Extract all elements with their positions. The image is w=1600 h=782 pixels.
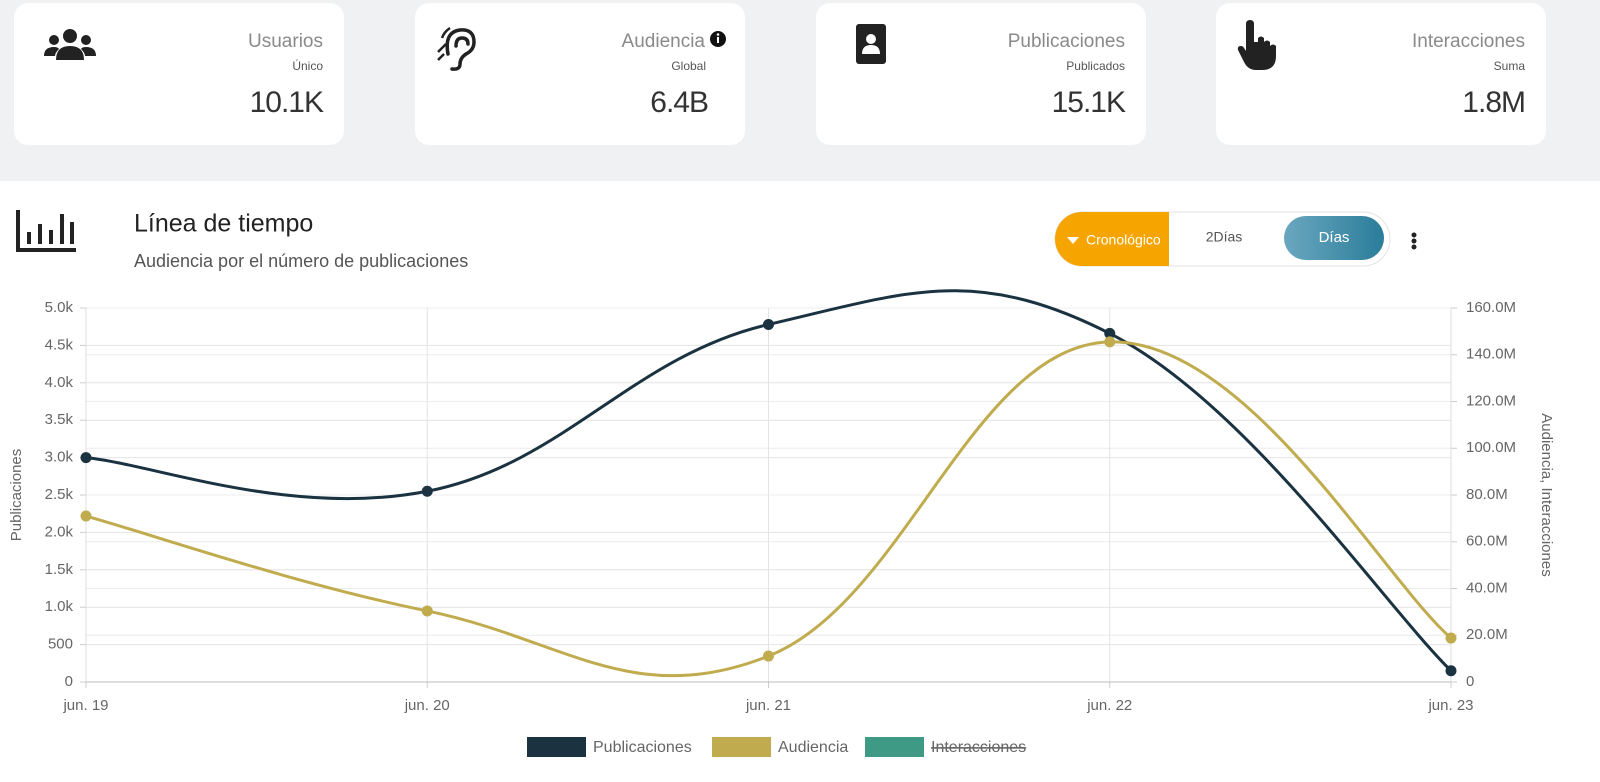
- y-tick-label: 4.5k: [45, 336, 74, 353]
- y2-tick-label: 80.0M: [1466, 486, 1508, 503]
- icon: [862, 45, 880, 54]
- card-value: 6.4B: [650, 86, 708, 119]
- legend-swatch: [712, 737, 771, 757]
- icon: [445, 28, 476, 71]
- card-value: 1.8M: [1462, 86, 1525, 119]
- data-point: [80, 452, 92, 464]
- stat-card: Audiencia Global 6.4B: [415, 3, 745, 145]
- toggle-option[interactable]: Días: [1319, 229, 1350, 246]
- icon: [49, 35, 59, 45]
- card-label: Interacciones: [1412, 31, 1525, 52]
- icon: [81, 35, 91, 45]
- y-tick-label: 3.0k: [45, 449, 74, 466]
- stat-card: Interacciones Suma 1.8M: [1216, 3, 1546, 145]
- icon: [866, 34, 876, 44]
- toggle-option[interactable]: Cronológico: [1086, 232, 1161, 248]
- y-tick-label: 1.0k: [45, 598, 74, 615]
- icon: [63, 29, 77, 43]
- card-bg: [415, 3, 745, 145]
- card-label: Usuarios: [248, 31, 323, 52]
- y2-tick-label: 100.0M: [1466, 439, 1516, 456]
- caret: [1067, 237, 1079, 244]
- card-sublabel: Único: [292, 58, 323, 73]
- chart-icon: [16, 210, 76, 252]
- y2-tick-label: 20.0M: [1466, 626, 1508, 643]
- data-point: [763, 650, 774, 662]
- y2-tick-label: 160.0M: [1466, 299, 1516, 316]
- y-tick-label: 2.0k: [45, 523, 74, 540]
- data-point: [80, 510, 92, 522]
- card-label: Publicaciones: [1008, 31, 1125, 52]
- data-point: [1104, 327, 1116, 339]
- card-value: 10.1K: [250, 86, 324, 119]
- y2-axis-title: Audiencia, Interacciones: [1538, 413, 1555, 576]
- legend-item[interactable]: Interacciones: [865, 737, 1026, 757]
- legend-swatch: [865, 737, 924, 757]
- legend-label: Audiencia: [778, 739, 848, 756]
- card-row: Usuarios Único 10.1K Audiencia Global 6.4B Pub…: [14, 3, 1546, 145]
- data-point: [1104, 336, 1116, 348]
- toggle-active[interactable]: [1055, 212, 1169, 266]
- y2-tick-label: 140.0M: [1466, 346, 1516, 363]
- chart: 0 500 1.0k 1.5k 2.0k 2.5k 3.0k 3.5k 4.0k 4.5k 5.0k…: [8, 289, 1555, 757]
- info-icon: [717, 37, 719, 43]
- y-tick-label: 500: [48, 636, 73, 653]
- x-tick-label: jun. 19: [62, 697, 108, 714]
- card-bg: [816, 3, 1146, 145]
- icon: [437, 26, 451, 61]
- y-tick-label: 1.5k: [45, 561, 74, 578]
- data-point: [1445, 632, 1457, 644]
- x-tick-label: jun. 20: [404, 697, 450, 714]
- chart-title: Línea de tiempo: [134, 210, 313, 238]
- card-bg: [14, 3, 344, 145]
- legend-item[interactable]: Audiencia: [712, 737, 848, 757]
- y2-tick-label: 40.0M: [1466, 579, 1508, 596]
- data-point: [763, 318, 774, 330]
- info-icon: [716, 33, 720, 36]
- y-tick-label: 2.5k: [45, 486, 74, 503]
- legend-label: Interacciones: [931, 739, 1026, 756]
- card-label: Audiencia: [622, 31, 706, 52]
- x-tick-label: jun. 23: [1427, 697, 1473, 714]
- toggle-option[interactable]: 2Días: [1206, 229, 1243, 245]
- data-point: [421, 605, 433, 617]
- y-axis-title: Publicaciones: [8, 449, 25, 542]
- menu-dots[interactable]: [1411, 232, 1417, 250]
- series-line: [85, 340, 1452, 678]
- y2-tick-label: 0: [1466, 673, 1474, 690]
- toggle-pill[interactable]: [1284, 216, 1384, 260]
- card-sublabel: Publicados: [1066, 59, 1125, 73]
- series-line: [85, 289, 1453, 672]
- y-tick-label: 5.0k: [45, 299, 74, 316]
- x-tick-label: jun. 22: [1086, 697, 1132, 714]
- legend-label: Publicaciones: [593, 739, 692, 756]
- y-tick-label: 0: [65, 673, 73, 690]
- legend-swatch: [527, 737, 586, 757]
- icon: [1237, 20, 1276, 70]
- legend: Publicaciones Audiencia Interacciones: [527, 737, 1026, 757]
- stat-card: Publicaciones Publicados 15.1K: [816, 3, 1146, 145]
- data-point: [1445, 665, 1457, 677]
- icon: [44, 46, 96, 60]
- y-tick-label: 3.5k: [45, 411, 74, 428]
- card-sublabel: Global: [671, 59, 706, 73]
- y2-tick-label: 60.0M: [1466, 533, 1508, 550]
- data-point: [421, 485, 433, 497]
- x-tick-label: jun. 21: [745, 697, 791, 714]
- y-tick-label: 4.0k: [45, 374, 74, 391]
- card-sublabel: Suma: [1494, 59, 1526, 73]
- chart-subtitle: Audiencia por el número de publicaciones: [134, 251, 468, 271]
- legend-item[interactable]: Publicaciones: [527, 737, 692, 757]
- stat-card: Usuarios Único 10.1K: [14, 3, 344, 145]
- view-toggle: Cronológico 2Días Días: [1054, 211, 1391, 267]
- y2-tick-label: 120.0M: [1466, 392, 1516, 409]
- card-value: 15.1K: [1052, 86, 1126, 119]
- card-bg: [1216, 3, 1546, 145]
